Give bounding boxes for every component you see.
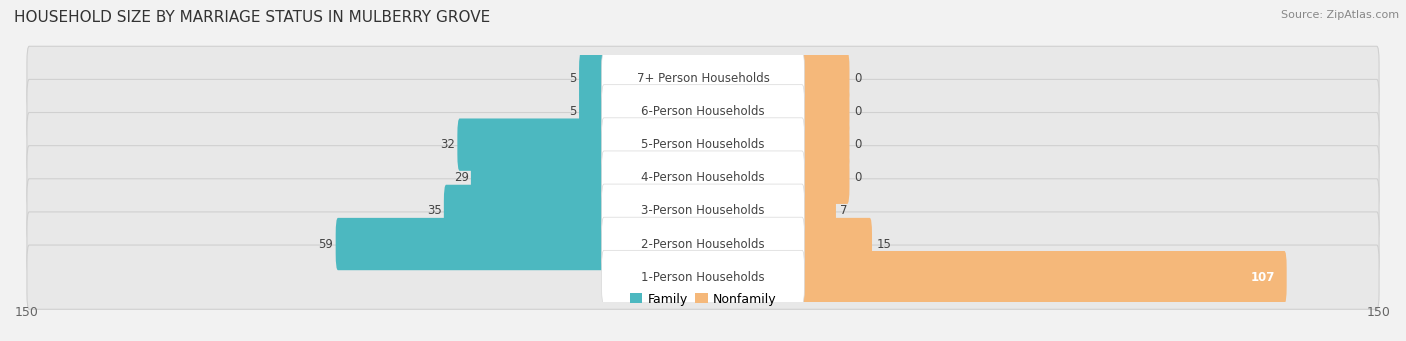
FancyBboxPatch shape [27, 113, 1379, 177]
Text: 29: 29 [454, 171, 468, 184]
Text: 6-Person Households: 6-Person Households [641, 105, 765, 118]
Text: 3-Person Households: 3-Person Households [641, 204, 765, 218]
Text: 1-Person Households: 1-Person Households [641, 271, 765, 284]
FancyBboxPatch shape [602, 51, 804, 105]
FancyBboxPatch shape [579, 52, 606, 105]
Text: 107: 107 [1251, 271, 1275, 284]
Text: 5: 5 [569, 72, 576, 85]
FancyBboxPatch shape [602, 184, 804, 238]
Text: 5-Person Households: 5-Person Households [641, 138, 765, 151]
FancyBboxPatch shape [336, 218, 606, 270]
Text: Source: ZipAtlas.com: Source: ZipAtlas.com [1281, 10, 1399, 20]
FancyBboxPatch shape [800, 85, 849, 138]
Text: 35: 35 [427, 204, 441, 218]
Text: 32: 32 [440, 138, 456, 151]
Text: 0: 0 [853, 72, 862, 85]
FancyBboxPatch shape [27, 212, 1379, 276]
Text: 0: 0 [853, 138, 862, 151]
FancyBboxPatch shape [602, 118, 804, 172]
FancyBboxPatch shape [602, 217, 804, 271]
Text: HOUSEHOLD SIZE BY MARRIAGE STATUS IN MULBERRY GROVE: HOUSEHOLD SIZE BY MARRIAGE STATUS IN MUL… [14, 10, 491, 25]
Text: 2-Person Households: 2-Person Households [641, 238, 765, 251]
FancyBboxPatch shape [800, 218, 872, 270]
Text: 5: 5 [569, 105, 576, 118]
Text: 7: 7 [841, 204, 848, 218]
Text: 59: 59 [319, 238, 333, 251]
FancyBboxPatch shape [457, 118, 606, 171]
FancyBboxPatch shape [27, 146, 1379, 210]
FancyBboxPatch shape [444, 185, 606, 237]
FancyBboxPatch shape [27, 46, 1379, 110]
FancyBboxPatch shape [27, 79, 1379, 144]
Text: 4-Person Households: 4-Person Households [641, 171, 765, 184]
FancyBboxPatch shape [602, 85, 804, 138]
FancyBboxPatch shape [800, 52, 849, 105]
FancyBboxPatch shape [602, 250, 804, 304]
Legend: Family, Nonfamily: Family, Nonfamily [630, 293, 776, 306]
FancyBboxPatch shape [27, 245, 1379, 309]
FancyBboxPatch shape [602, 151, 804, 205]
FancyBboxPatch shape [800, 118, 849, 171]
FancyBboxPatch shape [800, 152, 849, 204]
Text: 7+ Person Households: 7+ Person Households [637, 72, 769, 85]
FancyBboxPatch shape [471, 152, 606, 204]
FancyBboxPatch shape [800, 185, 837, 237]
Text: 0: 0 [853, 105, 862, 118]
Text: 0: 0 [853, 171, 862, 184]
FancyBboxPatch shape [800, 251, 1286, 303]
FancyBboxPatch shape [579, 85, 606, 138]
Text: 15: 15 [876, 238, 891, 251]
FancyBboxPatch shape [27, 179, 1379, 243]
